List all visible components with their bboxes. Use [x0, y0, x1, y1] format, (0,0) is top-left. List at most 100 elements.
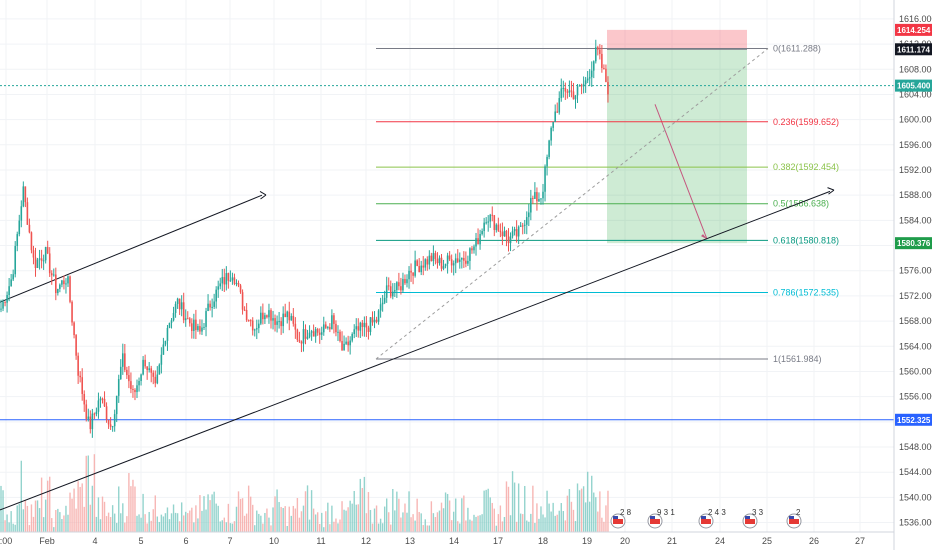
volume-bar	[327, 502, 329, 532]
volume-bar	[132, 479, 134, 532]
candle-body	[396, 282, 398, 291]
volume-bar	[540, 506, 542, 532]
price-axis[interactable]: 1616.0001612.0001608.0001604.0001600.000…	[893, 0, 932, 550]
volume-bar	[481, 514, 483, 532]
short-position-tool[interactable]	[607, 29, 747, 244]
volume-bar	[280, 506, 282, 532]
volume-bar	[329, 524, 331, 532]
horizontal-lines[interactable]	[0, 85, 894, 421]
volume-bar	[0, 485, 2, 532]
candle-body	[286, 311, 289, 318]
candle-body	[530, 198, 532, 213]
candle-body	[564, 87, 567, 92]
candle-body	[357, 326, 360, 331]
candle-body	[46, 246, 49, 254]
volume-bar	[109, 517, 112, 532]
volume-bar	[339, 519, 341, 532]
candle-body	[113, 414, 116, 427]
candle-body	[128, 375, 130, 382]
volume-bar	[158, 521, 161, 532]
volume-bar	[432, 513, 435, 532]
volume-bar	[591, 475, 593, 532]
trend-lines[interactable]	[0, 187, 835, 511]
candle-body	[193, 319, 195, 331]
candle-body	[219, 283, 222, 287]
event-count-label: 2 8	[620, 508, 632, 517]
candle-body	[20, 206, 23, 221]
volume-bar	[150, 520, 152, 532]
volume-bar	[302, 505, 305, 532]
candle-body	[385, 285, 388, 298]
volume-bar	[304, 491, 307, 532]
candle-body	[353, 329, 356, 334]
candle-body	[481, 230, 483, 235]
candle-body	[264, 315, 266, 320]
volume-bar	[584, 502, 587, 532]
candle-body	[0, 308, 2, 310]
candle-body	[349, 340, 351, 346]
candle-body	[144, 359, 146, 367]
economic-events[interactable]: 2 8 9 3 1 2 4 3 3 3 2	[610, 508, 802, 529]
volume-bar	[219, 521, 221, 532]
candle-body	[270, 310, 272, 321]
candle-body	[467, 260, 469, 264]
candle-body	[603, 68, 605, 70]
volume-bar	[95, 516, 98, 532]
candle-body	[166, 327, 169, 341]
candle-body	[298, 339, 301, 342]
volume-bar	[440, 502, 443, 532]
candle-body	[570, 90, 573, 92]
candle-body	[420, 265, 423, 273]
volume-bar	[42, 517, 45, 532]
volume-bar	[225, 522, 228, 532]
candle-body	[544, 166, 546, 192]
candle-body	[73, 322, 75, 336]
candle-body	[485, 222, 487, 224]
volume-bar	[347, 507, 349, 532]
volume-bar	[195, 505, 197, 532]
volume-bar	[6, 514, 8, 532]
candle-body	[85, 404, 88, 419]
volume-bar	[197, 518, 199, 532]
volume-bar	[122, 503, 124, 532]
volume-bar	[556, 514, 558, 532]
time-axis[interactable]: :00 Feb 4 5 6 7 10 11 12 13 14 17 18 19 20 21 24 25 26 27	[0, 531, 894, 546]
candle-body	[251, 320, 254, 331]
volume-bar	[49, 476, 51, 532]
volume-bar	[343, 509, 345, 532]
candle-body	[253, 329, 256, 331]
candle-body	[369, 317, 372, 332]
volume-bar	[241, 498, 244, 532]
candle-body	[101, 398, 104, 400]
volume-bar	[170, 513, 173, 532]
candle-body	[81, 377, 83, 394]
candle-body	[493, 215, 496, 230]
event-marker: 2	[786, 508, 802, 529]
candlestick-series	[0, 39, 609, 438]
volume-bar	[586, 471, 589, 532]
candle-body	[491, 214, 494, 216]
volume-bar	[607, 490, 609, 532]
price-tick-label: 1556.000	[899, 392, 932, 402]
volume-bar	[276, 489, 278, 532]
candle-body	[574, 95, 577, 100]
volume-bar	[375, 505, 378, 532]
volume-bar	[574, 521, 577, 532]
candle-body	[172, 312, 175, 321]
flag-canton	[701, 516, 706, 519]
price-tick-label: 1616.000	[899, 14, 932, 24]
candle-body	[416, 260, 418, 267]
candle-body	[594, 47, 597, 62]
volume-bar	[144, 514, 146, 532]
candle-body	[347, 341, 349, 346]
candle-body	[274, 318, 276, 325]
candle-body	[306, 336, 309, 339]
candle-body	[475, 238, 477, 247]
volume-bar	[146, 523, 148, 532]
volume-bar	[28, 525, 31, 532]
candle-body	[456, 258, 459, 262]
fib-level-label: 1(1561.984)	[773, 354, 822, 364]
candle-body	[402, 278, 404, 291]
candle-body	[191, 323, 193, 331]
